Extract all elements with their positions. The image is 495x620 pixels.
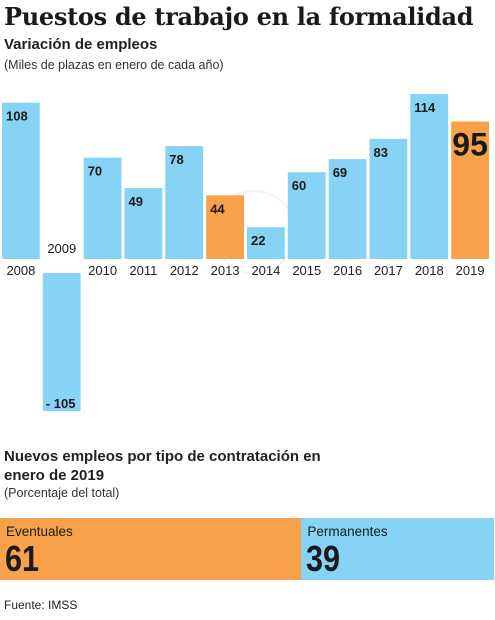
year-label-2015: 2015 (292, 263, 321, 278)
bar-2010 (83, 157, 122, 259)
bar-2009 (42, 273, 81, 411)
value-label-2017: 83 (374, 145, 388, 160)
source-note: Fuente: IMSS (4, 598, 78, 612)
year-label-2019: 2019 (456, 263, 485, 278)
value-label-2012: 78 (169, 152, 183, 167)
bar-2015 (287, 172, 326, 259)
value-label-2009: - 105 (46, 396, 76, 411)
year-label-2008: 2008 (6, 263, 35, 278)
section2-note: (Porcentaje del total) (4, 486, 120, 500)
value-label-2015: 60 (292, 178, 306, 193)
value-label-2008: 108 (6, 109, 28, 124)
bar-2019 (451, 121, 489, 259)
value-label-2016: 69 (333, 165, 347, 180)
year-label-2011: 2011 (129, 263, 157, 278)
value-label-2019: 95 (452, 127, 488, 163)
value-label-2018: 114 (414, 100, 436, 115)
chart-subtitle: Variación de empleos (4, 36, 158, 53)
section2-title: Nuevos empleos por tipo de contratación … (4, 448, 321, 484)
bar-2018 (410, 94, 449, 259)
segment-value: 61 (5, 538, 40, 579)
segment-name: Permanentes (307, 524, 388, 539)
segment-name: Eventuales (6, 524, 73, 539)
bar-2016 (328, 159, 367, 259)
year-label-2014: 2014 (251, 263, 280, 278)
year-label-2012: 2012 (170, 263, 199, 278)
bar-2008 (2, 102, 40, 259)
chart-title: Puestos de trabajo en la formalidad (4, 2, 474, 31)
bar-2017 (369, 138, 408, 259)
year-label-2010: 2010 (88, 263, 117, 278)
year-label-2016: 2016 (333, 263, 362, 278)
year-label-2018: 2018 (415, 263, 444, 278)
year-label-2009: 2009 (47, 241, 76, 256)
bar-2013 (206, 195, 244, 259)
bar-2012 (165, 146, 204, 259)
value-label-2013: 44 (210, 201, 225, 216)
segment-eventuales: Eventuales 61 (0, 518, 302, 580)
chart-units-note: (Miles de plazas en enero de cada año) (4, 58, 224, 72)
bar-chart: 108 2008 - 105 2009 70 2010 49 2011 78 2012 44 2013… (2, 94, 489, 411)
contract-type-stacked-bar: Eventuales 61 Permanentes 39 (0, 518, 494, 580)
year-label-2013: 2013 (211, 263, 240, 278)
segment-permanentes: Permanentes 39 (301, 518, 494, 580)
value-label-2011: 49 (129, 194, 143, 209)
bar-2011 (124, 188, 163, 259)
value-label-2010: 70 (88, 164, 102, 179)
value-label-2014: 22 (251, 233, 265, 248)
bar-2014 (247, 227, 285, 259)
year-label-2017: 2017 (374, 263, 403, 278)
segment-value: 39 (306, 538, 341, 579)
